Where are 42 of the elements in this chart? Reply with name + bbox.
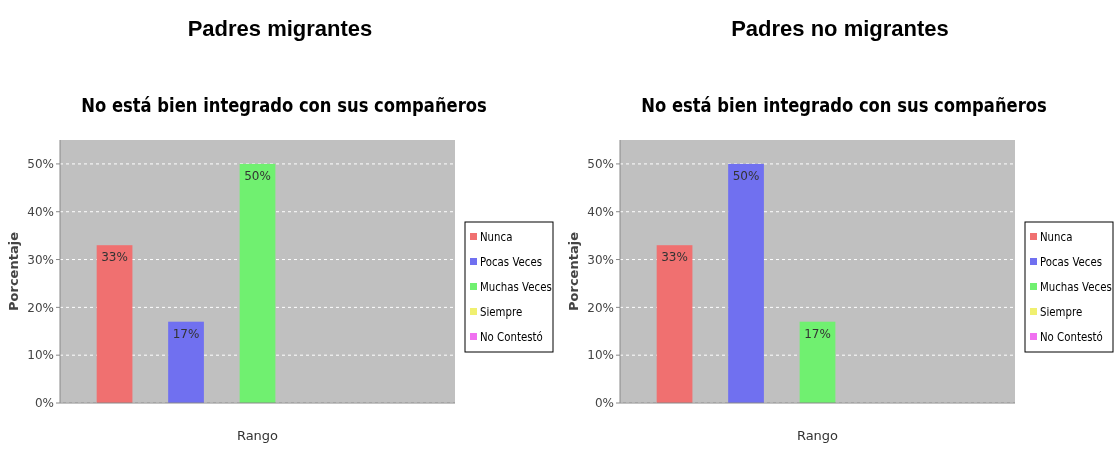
legend-label: No Contestó — [1040, 330, 1103, 345]
legend-label: Pocas Veces — [1040, 255, 1103, 270]
legend-label: Nunca — [480, 230, 513, 245]
chart-subtitle: No está bien integrado con sus compañeros — [641, 93, 1047, 117]
y-tick-label: 30% — [27, 252, 54, 267]
y-tick-label: 10% — [27, 348, 54, 363]
legend-label: Siempre — [480, 305, 523, 320]
chart-subtitle: No está bien integrado con sus compañeros — [81, 93, 487, 117]
legend-label: Nunca — [1040, 230, 1073, 245]
data-label: 33% — [661, 250, 688, 265]
bar — [96, 245, 133, 403]
bar — [656, 245, 693, 403]
data-label: 50% — [244, 168, 271, 183]
chart-title: Padres migrantes — [187, 16, 373, 41]
bar — [239, 163, 276, 403]
y-tick-label: 40% — [27, 204, 54, 219]
chart-title: Padres no migrantes — [731, 16, 949, 41]
y-axis-title: Porcentaje — [6, 231, 21, 311]
x-axis-title: Rango — [236, 428, 279, 443]
y-tick-label: 10% — [587, 348, 614, 363]
legend-label: Muchas Veces — [1040, 280, 1112, 295]
y-tick-label: 20% — [27, 300, 54, 315]
y-tick-label: 30% — [587, 252, 614, 267]
y-axis-title: Porcentaje — [566, 231, 581, 311]
y-tick-label: 20% — [587, 300, 614, 315]
y-tick-label: 50% — [587, 157, 614, 172]
y-tick-label: 0% — [34, 396, 54, 411]
legend-label: Siempre — [1040, 305, 1083, 320]
data-label: 50% — [732, 168, 760, 183]
data-label: 17% — [172, 326, 200, 341]
bar — [168, 321, 204, 403]
legend-label: Pocas Veces — [480, 255, 543, 270]
y-tick-label: 0% — [594, 396, 614, 411]
y-tick-label: 40% — [587, 204, 614, 219]
data-label: 17% — [804, 326, 831, 341]
legend-label: No Contestó — [480, 330, 543, 345]
x-axis-title: Rango — [796, 428, 839, 443]
bar — [728, 163, 764, 403]
y-tick-label: 50% — [27, 157, 54, 172]
bar — [799, 321, 836, 403]
legend-label: Muchas Veces — [480, 280, 552, 295]
data-label: 33% — [101, 250, 128, 265]
